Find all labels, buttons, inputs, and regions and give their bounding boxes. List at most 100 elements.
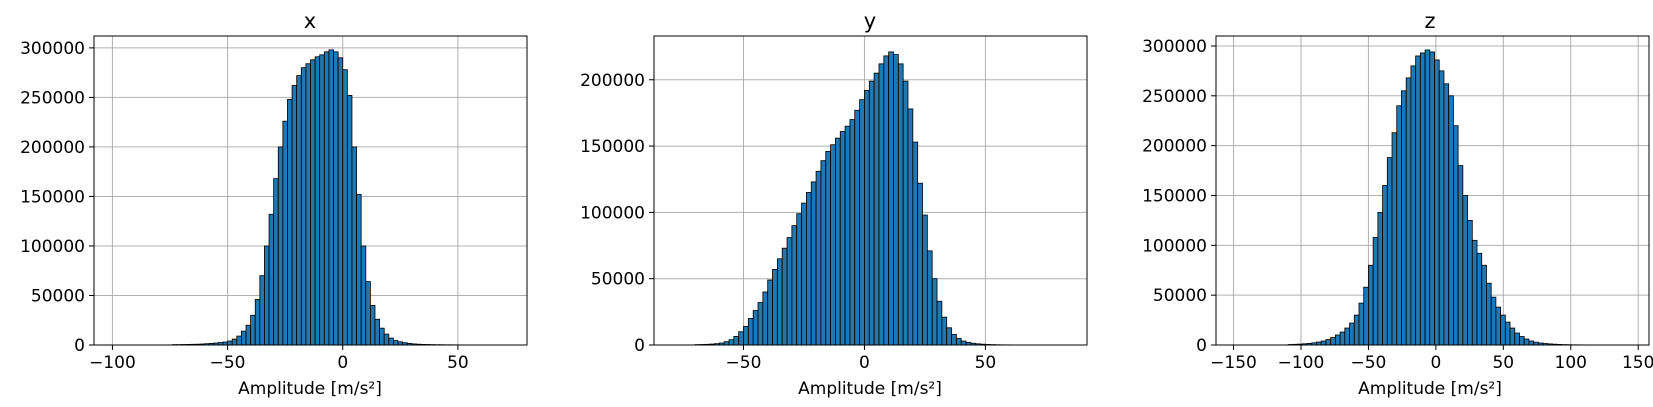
histogram-bar: [236, 335, 242, 346]
histogram-bar: [1471, 239, 1478, 346]
histogram-bar: [1410, 65, 1417, 346]
histogram-bar: [296, 75, 302, 346]
histogram-bar: [1424, 49, 1431, 346]
x-axis-label-y: Amplitude [m/s²]: [798, 379, 942, 399]
histogram-bar: [393, 340, 399, 346]
histogram-bar: [1382, 185, 1388, 346]
histogram-bar: [1514, 332, 1520, 346]
chart-title-z: z: [1424, 9, 1435, 33]
plot-frame-z: [1215, 35, 1650, 346]
histogram-bar: [1434, 59, 1440, 346]
histogram-bar: [1415, 55, 1421, 346]
histogram-bar: [951, 333, 957, 346]
histogram-bar: [878, 63, 885, 346]
histogram-bar: [1325, 339, 1332, 346]
histogram-bar: [955, 337, 962, 346]
histogram-bar: [864, 89, 870, 346]
histogram-bar: [1438, 70, 1445, 346]
histogram-bar: [264, 245, 270, 346]
y-tick-label: 300000: [20, 39, 85, 59]
histogram-bar: [254, 299, 261, 346]
chart-title-y: y: [864, 9, 876, 33]
histogram-bar: [897, 63, 904, 346]
histogram-bar: [305, 63, 311, 346]
histogram-bar: [1396, 105, 1402, 346]
histogram-bar: [810, 181, 817, 346]
histogram-bar: [1500, 314, 1506, 346]
y-tick-label: 200000: [20, 138, 85, 158]
plot-frame-y: [653, 35, 1088, 346]
ticks-y: −50 0 50 0 50000 100000 150000 200000: [580, 71, 996, 373]
histogram-bar: [1405, 77, 1412, 346]
histogram-bar: [926, 250, 933, 346]
x-tick-label: 150: [1622, 353, 1653, 373]
histogram-bar: [1330, 337, 1336, 346]
x-tick-label: −150: [1210, 353, 1257, 373]
histogram-bar: [310, 59, 316, 346]
histogram-bar: [888, 51, 894, 346]
y-tick-label: 0: [1196, 336, 1207, 356]
histogram-bar: [1368, 264, 1374, 346]
histogram-bar: [360, 245, 367, 346]
histogram-bar: [752, 310, 759, 346]
bars-z: [1287, 49, 1638, 346]
histogram-bar: [738, 331, 744, 346]
x-tick-label: 100: [1555, 353, 1587, 373]
histogram-bar: [1339, 331, 1346, 346]
histogram-bar: [1453, 125, 1459, 346]
histogram-bar: [1344, 327, 1350, 346]
histogram-bar: [960, 340, 967, 346]
histogram-bar: [328, 49, 334, 346]
histogram-bar: [839, 131, 846, 346]
histogram-bar: [931, 278, 938, 346]
x-tick-label: 0: [337, 353, 348, 373]
histogram-bar: [820, 160, 827, 346]
histogram-bar: [791, 225, 798, 346]
histogram-bar: [346, 95, 353, 346]
histogram-bar: [747, 318, 754, 346]
histogram-bar: [379, 327, 385, 346]
y-tick-label: 100000: [1142, 236, 1207, 256]
histogram-bar: [946, 327, 952, 346]
histogram-bar: [883, 55, 890, 346]
histogram-bar: [772, 269, 778, 346]
bars-x: [171, 49, 509, 346]
y-tick-label: 300000: [1142, 37, 1207, 57]
histogram-bar: [1372, 236, 1379, 346]
x-tick-label: 0: [1430, 353, 1441, 373]
histogram-bar: [259, 275, 265, 346]
histogram-bar: [762, 291, 769, 346]
histogram-bar: [859, 99, 865, 346]
bars-y: [694, 51, 1035, 346]
histogram-bar: [268, 213, 275, 346]
histogram-bar: [902, 80, 909, 346]
plot-frame-x: [93, 35, 528, 346]
histogram-bar: [835, 137, 841, 346]
histogram-bar: [300, 67, 307, 346]
y-tick-label: 0: [634, 336, 645, 356]
histogram-bar: [912, 141, 919, 346]
histogram-bar: [374, 318, 380, 346]
histogram-bar: [893, 54, 899, 346]
histogram-bar: [369, 304, 376, 346]
x-tick-label: 50: [1492, 353, 1514, 373]
histogram-bar: [796, 213, 802, 346]
histogram-bar: [323, 51, 330, 346]
x-tick-label: −50: [1350, 353, 1386, 373]
histogram-bar: [825, 150, 831, 346]
x-tick-label: 50: [447, 353, 469, 373]
histogram-bar: [805, 192, 812, 346]
y-tick-label: 100000: [580, 203, 645, 223]
y-tick-label: 50000: [591, 270, 645, 290]
histogram-bar: [728, 339, 735, 346]
histogram-bar: [767, 279, 773, 346]
subplot-y: y −50 0 50 0 50000 100000 150000 200000 Amplitu…: [580, 9, 1088, 399]
histogram-bar: [314, 56, 321, 346]
histogram-bar: [922, 214, 928, 346]
histogram-bar: [733, 335, 740, 346]
histogram-bar: [941, 316, 948, 346]
histogram-bar: [231, 338, 238, 346]
ticks-x: −100 −50 0 50 0 50000 100000 150000 200000 250000…: [20, 39, 469, 373]
histogram-bar: [907, 108, 914, 346]
histogram-bar: [333, 51, 339, 346]
